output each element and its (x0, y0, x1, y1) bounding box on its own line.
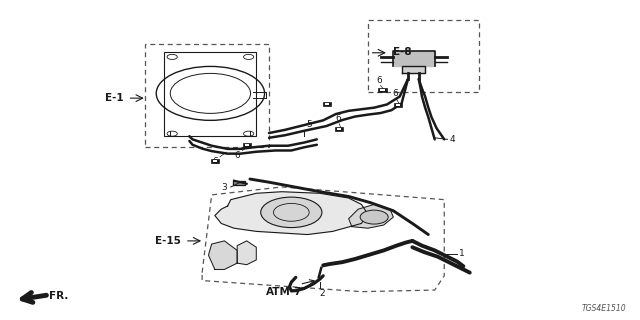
Text: 6: 6 (212, 157, 218, 166)
Bar (164, 52, 256, 136)
Polygon shape (215, 192, 368, 235)
Bar (211, 159, 219, 163)
Text: TGS4E1510: TGS4E1510 (581, 304, 626, 313)
Polygon shape (237, 241, 256, 265)
Text: FR.: FR. (49, 291, 68, 301)
Text: ATM-7: ATM-7 (266, 287, 302, 297)
Polygon shape (349, 204, 394, 228)
Bar (396, 104, 400, 107)
Bar (145, 44, 269, 147)
Bar (323, 102, 331, 106)
Text: E-15: E-15 (156, 236, 181, 245)
Bar (378, 87, 387, 92)
Bar (325, 103, 329, 105)
Text: 1: 1 (459, 249, 465, 258)
Bar (380, 89, 385, 91)
Text: E-1: E-1 (105, 93, 124, 103)
Text: 6: 6 (392, 89, 398, 98)
Bar (337, 128, 341, 130)
Text: 3: 3 (221, 183, 227, 192)
Text: 6: 6 (376, 76, 382, 85)
Polygon shape (233, 180, 246, 185)
Bar (368, 20, 479, 92)
Bar (243, 143, 251, 147)
Text: 4: 4 (449, 135, 455, 144)
Text: E-8: E-8 (393, 47, 412, 57)
Circle shape (260, 197, 322, 228)
Polygon shape (401, 67, 425, 73)
Text: 2: 2 (319, 289, 324, 299)
Bar (394, 103, 402, 108)
Text: 6: 6 (335, 114, 340, 123)
Text: 6: 6 (235, 151, 241, 160)
Bar (335, 127, 343, 131)
Polygon shape (394, 51, 435, 67)
Bar (212, 160, 217, 162)
Circle shape (360, 210, 388, 224)
Polygon shape (209, 241, 237, 269)
Text: 5: 5 (306, 120, 312, 129)
Bar (244, 144, 249, 146)
